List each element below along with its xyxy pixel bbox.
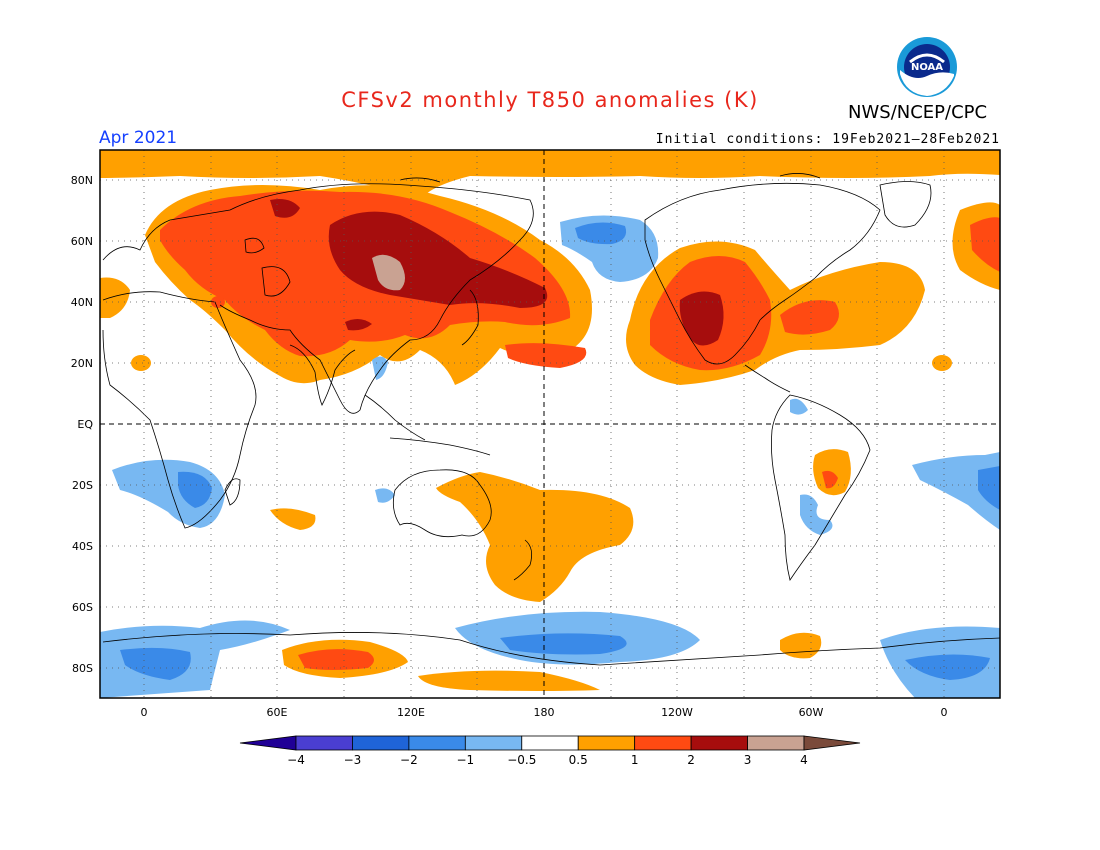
initial-conditions-label: Initial conditions: 19Feb2021–28Feb2021 bbox=[655, 132, 1000, 147]
colorbar-label: 1 bbox=[631, 753, 639, 767]
map-title: CFSv2 monthly T850 anomalies (K) bbox=[341, 88, 759, 112]
lon-label: 60E bbox=[267, 706, 288, 719]
lat-label: 20N bbox=[71, 357, 93, 370]
colorbar-swatch bbox=[352, 735, 410, 751]
logo-text: NOAA bbox=[911, 62, 943, 73]
colorbar-max-arrow bbox=[803, 735, 861, 751]
colorbar-swatch bbox=[464, 735, 523, 751]
lon-label: 60W bbox=[799, 706, 824, 719]
colorbar-min-arrow bbox=[239, 735, 297, 751]
valid-month-label: Apr 2021 bbox=[99, 128, 178, 148]
colorbar-label: −2 bbox=[400, 753, 418, 767]
longitude-labels: 0 60E 120E 180 120W 60W 0 bbox=[141, 706, 948, 719]
graticule bbox=[100, 150, 1000, 698]
colorbar-swatch bbox=[690, 735, 748, 751]
colorbar-swatch bbox=[634, 735, 692, 751]
lon-label: 0 bbox=[941, 706, 948, 719]
warm-anomaly-eurasia bbox=[145, 185, 592, 385]
lat-label: EQ bbox=[77, 418, 93, 431]
noaa-logo: NOAA bbox=[897, 37, 957, 97]
colorbar-label: −4 bbox=[287, 753, 305, 767]
colorbar-label: −1 bbox=[456, 753, 474, 767]
agency-label: NWS/NCEP/CPC bbox=[848, 102, 988, 123]
colorbar-swatch bbox=[577, 735, 636, 751]
lat-label: 60N bbox=[71, 235, 93, 248]
warm-anomaly-south-pacific bbox=[270, 449, 851, 691]
colorbar-swatch bbox=[408, 735, 466, 751]
colorbar-label: −3 bbox=[344, 753, 362, 767]
colorbar-swatch bbox=[747, 735, 805, 751]
lat-label: 80N bbox=[71, 174, 93, 187]
warm-anomaly-north-america bbox=[100, 202, 1000, 385]
lat-label: 40N bbox=[71, 296, 93, 309]
lat-label: 80S bbox=[72, 662, 93, 675]
lon-label: 120E bbox=[397, 706, 425, 719]
lon-label: 120W bbox=[661, 706, 693, 719]
lat-label: 40S bbox=[72, 540, 93, 553]
cold-anomaly-regions bbox=[100, 215, 1000, 698]
colorbar-label: 0.5 bbox=[569, 753, 588, 767]
lon-label: 180 bbox=[534, 706, 555, 719]
colorbar-swatch bbox=[295, 735, 353, 751]
map-frame bbox=[99, 149, 1001, 699]
colorbar-swatch bbox=[521, 735, 579, 751]
colorbar-label: −0.5 bbox=[507, 753, 536, 767]
colorbar-label: 3 bbox=[744, 753, 752, 767]
colorbar-label: 2 bbox=[687, 753, 695, 767]
coastlines bbox=[102, 173, 1000, 666]
latitude-labels: 80N 60N 40N 20N EQ 20S 40S 60S 80S bbox=[71, 174, 94, 675]
warm-anomaly-polar-band bbox=[100, 150, 1000, 200]
lon-label: 0 bbox=[141, 706, 148, 719]
lat-label: 20S bbox=[72, 479, 93, 492]
colorbar-label: 4 bbox=[800, 753, 808, 767]
lat-label: 60S bbox=[72, 601, 93, 614]
